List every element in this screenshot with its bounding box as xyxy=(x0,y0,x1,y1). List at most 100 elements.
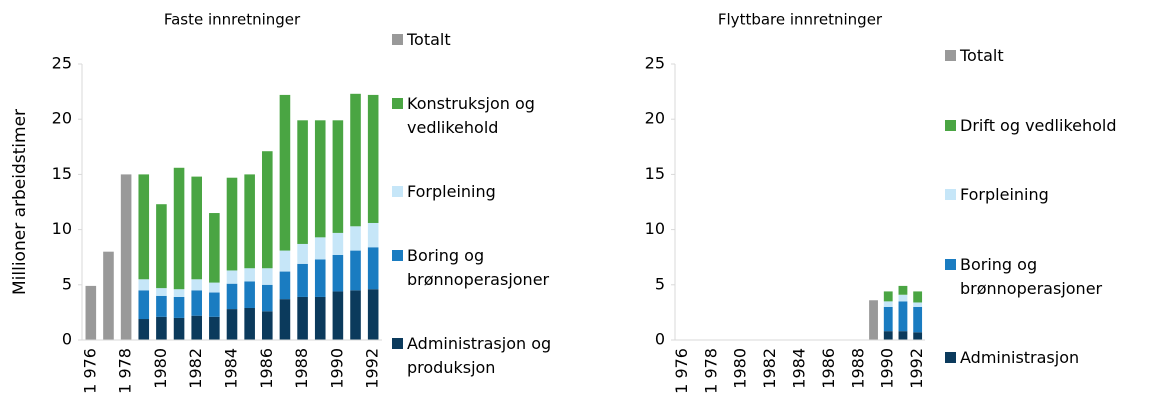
legend-swatch xyxy=(392,98,403,109)
y-tick-label: 25 xyxy=(52,54,72,73)
bar-segment xyxy=(103,251,114,340)
legend-entry: Boring og brønnoperasjoner xyxy=(945,253,1165,301)
legend-swatch xyxy=(945,258,956,270)
bar-segment xyxy=(173,296,185,318)
bar-segment xyxy=(156,204,167,289)
x-tick-label: 1982 xyxy=(186,348,205,389)
bar-segment xyxy=(262,151,273,269)
bar-segment xyxy=(226,177,238,271)
legend-swatch xyxy=(945,352,956,363)
bar-segment xyxy=(883,301,893,307)
chart-title: Faste innretninger xyxy=(164,11,301,29)
x-tick-label: 1984 xyxy=(790,348,809,389)
y-tick-label: 20 xyxy=(52,109,72,128)
bar-segment xyxy=(350,250,361,291)
x-tick-label: 1 976 xyxy=(80,348,99,394)
bar-segment xyxy=(332,120,344,233)
legend-entry: Totalt xyxy=(392,28,552,52)
bar-segment xyxy=(883,291,893,302)
x-tick-label: 1988 xyxy=(292,348,311,389)
bar-segment xyxy=(883,306,893,332)
legend-entry: Totalt xyxy=(945,44,1165,68)
legend-label: Totalt xyxy=(960,46,1004,65)
x-tick-label: 1992 xyxy=(907,348,926,389)
legend-entry: Drift og vedlikehold xyxy=(945,114,1165,138)
bar-segment xyxy=(191,279,202,291)
bar-segment xyxy=(898,301,908,332)
x-tick-label: 1980 xyxy=(731,348,750,389)
legend-entry: Forpleining xyxy=(392,180,552,204)
bar-segment xyxy=(244,268,255,282)
bar-segment xyxy=(156,288,167,296)
bar-segment xyxy=(279,271,291,300)
bar-segment xyxy=(156,316,167,340)
bar-segment xyxy=(314,296,326,340)
bar-segment xyxy=(350,290,361,340)
bar-segment xyxy=(85,285,97,340)
bar-segment xyxy=(913,291,923,303)
x-tick-label: 1986 xyxy=(257,348,276,389)
bar-segment xyxy=(297,120,308,244)
bar-segment xyxy=(279,250,291,272)
legend-label: Administrasjon og produksjon xyxy=(407,334,552,377)
bar-segment xyxy=(226,283,238,310)
bar-segment xyxy=(913,306,923,333)
legend-swatch xyxy=(945,189,956,200)
bar-segment xyxy=(191,290,202,316)
bar-segment xyxy=(279,94,291,251)
bar-segment xyxy=(913,302,923,307)
legend-label: Boring og brønnoperasjoner xyxy=(407,246,550,289)
bar-segment xyxy=(209,292,220,317)
legend-label: Administrasjon xyxy=(960,348,1080,367)
bar-segment xyxy=(332,254,344,292)
x-tick-label: 1980 xyxy=(151,348,170,389)
legend-entry: Administrasjon xyxy=(945,346,1165,370)
y-tick-label: 10 xyxy=(52,219,72,238)
bar-segment xyxy=(332,232,344,255)
y-tick-label: 5 xyxy=(62,274,72,293)
bar-segment xyxy=(262,311,273,340)
bar-segment xyxy=(262,268,273,285)
bar-segment xyxy=(314,237,326,260)
y-tick-label: 15 xyxy=(645,164,665,183)
legend-entry: Forpleining xyxy=(945,183,1165,207)
bar-segment xyxy=(332,291,344,340)
bar-segment xyxy=(173,289,185,297)
bar-segment xyxy=(173,317,185,340)
bar-segment xyxy=(209,282,220,293)
legend-label: Drift og vedlikehold xyxy=(960,115,1117,135)
x-tick-label: 1988 xyxy=(848,348,867,389)
bar-segment xyxy=(191,315,202,340)
bar-segment xyxy=(898,294,908,302)
legend-entry: Boring og brønnoperasjoner xyxy=(392,244,552,292)
bar-segment xyxy=(367,289,379,340)
legend-entry: Administrasjon og produksjon xyxy=(392,332,552,380)
y-tick-label: 5 xyxy=(655,274,665,293)
bar-segment xyxy=(898,285,908,295)
x-tick-label: 1982 xyxy=(760,348,779,389)
legend-swatch xyxy=(392,338,403,349)
bar-segment xyxy=(244,281,255,308)
bar-segment xyxy=(297,243,308,264)
bar-segment xyxy=(244,174,255,269)
bar-segment xyxy=(120,174,132,340)
bar-segment xyxy=(350,226,361,251)
bar-segment xyxy=(138,290,150,320)
bar-segment xyxy=(913,332,923,340)
bar-segment xyxy=(314,259,326,297)
bar-segment xyxy=(883,331,893,340)
bar-segment xyxy=(869,300,878,340)
bar-segment xyxy=(367,94,379,223)
legend-swatch xyxy=(392,34,403,45)
bar-segment xyxy=(297,263,308,297)
bar-segment xyxy=(279,299,291,340)
legend-swatch xyxy=(945,50,956,61)
bar-segment xyxy=(350,93,361,227)
y-tick-label: 25 xyxy=(645,54,665,73)
legend: Totalt Konstruksjon og vedlikehold Forplei… xyxy=(392,28,552,380)
legend-swatch xyxy=(392,250,403,261)
y-tick-label: 20 xyxy=(645,109,665,128)
bar-segment xyxy=(367,222,379,248)
bar-segment xyxy=(173,167,185,290)
x-tick-label: 1 976 xyxy=(672,348,691,394)
